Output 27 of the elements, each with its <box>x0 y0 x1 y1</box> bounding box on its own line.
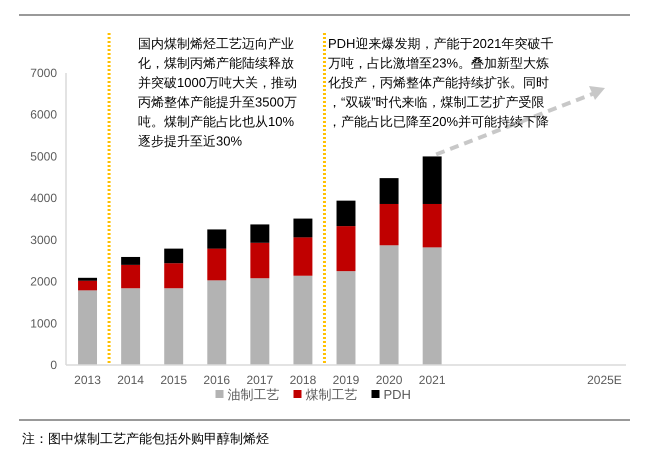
y-tick-label: 0 <box>50 358 58 372</box>
x-tick-label: 2016 <box>203 373 230 387</box>
x-tick-label: 2018 <box>290 373 317 387</box>
x-tick-label: 2019 <box>332 373 360 387</box>
legend-label: 煤制工艺 <box>306 387 358 402</box>
y-tick-label: 2000 <box>30 274 58 289</box>
annotation: PDH迎来爆发期，产能于2021年突破千万吨，占比激增至23%。叠加新型大炼化投产，丙烯整体产能持续扩张。同时，“双碳”时代来临，煤制工艺扩产受限，产能占比已降至20%并可能持续下降 <box>328 36 554 129</box>
x-tick-label: 2017 <box>246 373 274 387</box>
y-tick-label: 4000 <box>30 191 58 206</box>
annotation: 国内煤制烯烃工艺迈向产业化，煤制丙烯产能陆续释放并突破1000万吨大关，推动丙烯整体产能提升至3500万吨。煤制产能占比也从10%逐步提升至近30% <box>138 36 297 148</box>
y-tick-label: 5000 <box>30 149 58 164</box>
y-tick-label: 7000 <box>30 66 58 80</box>
x-tick-label: 2015 <box>160 373 188 387</box>
x-tick-label: 2021 <box>418 373 446 387</box>
text: 注：图中煤制工艺产能包括外购甲醇制烯烃 <box>22 431 269 446</box>
legend-label: 油制工艺 <box>228 387 280 402</box>
legend-label: PDH <box>384 387 411 402</box>
legend-item: 煤制工艺 <box>294 387 358 402</box>
x-tick-label: 2014 <box>117 373 144 387</box>
x-tick-label: 2025E <box>587 373 622 387</box>
y-tick-label: 3000 <box>30 232 58 247</box>
y-tick-label: 6000 <box>30 108 58 122</box>
legend-item: PDH <box>372 387 411 402</box>
y-tick-label: 1000 <box>30 316 58 330</box>
x-tick-label: 2013 <box>74 373 102 387</box>
x-tick-label: 2020 <box>376 373 403 387</box>
legend-item: 油制工艺 <box>216 387 280 402</box>
